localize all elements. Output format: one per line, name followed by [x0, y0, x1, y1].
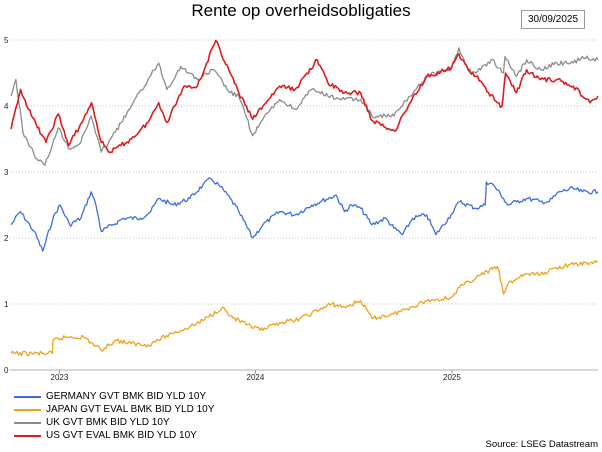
legend-label-uk: UK GVT BMK BID YLD 10Y [46, 417, 170, 428]
y-tick-label: 5 [4, 36, 9, 45]
x-tick-label: 2025 [443, 373, 461, 382]
y-tick-label: 1 [4, 300, 9, 309]
y-tick-label: 2 [4, 234, 9, 243]
x-tick-label: 2024 [247, 373, 265, 382]
y-tick-label: 3 [4, 168, 9, 177]
legend-item-uk: UK GVT BMK BID YLD 10Y [14, 416, 214, 429]
legend-item-japan: JAPAN GVT EVAL BMK BID YLD 10Y [14, 403, 214, 416]
x-tick-labels: 2023 2024 2025 [51, 370, 461, 382]
series-line-germany [10, 177, 599, 252]
legend-swatch-japan [14, 409, 41, 411]
y-tick-label: 0 [4, 366, 9, 375]
legend-label-japan: JAPAN GVT EVAL BMK BID YLD 10Y [46, 404, 215, 415]
y-tick-labels: 0 1 2 3 4 5 [4, 36, 9, 375]
legend-item-us: US GVT EVAL BMK BID YLD 10Y [14, 429, 214, 442]
legend-swatch-uk [14, 422, 41, 424]
legend-item-germany: GERMANY GVT BMK BID YLD 10Y [14, 390, 214, 403]
legend-swatch-germany [14, 396, 41, 398]
source-note: Source: LSEG Datastream [485, 439, 598, 450]
legend: GERMANY GVT BMK BID YLD 10Y JAPAN GVT EV… [14, 390, 214, 442]
series-line-us [10, 39, 599, 154]
series-lines [10, 39, 599, 357]
x-tick-label: 2023 [51, 373, 69, 382]
legend-label-germany: GERMANY GVT BMK BID YLD 10Y [46, 391, 207, 402]
series-line-japan [10, 260, 599, 357]
legend-swatch-us [14, 435, 41, 437]
y-tick-label: 4 [4, 102, 9, 111]
series-line-uk [10, 47, 599, 167]
chart-title: Rente op overheidsobligaties [191, 1, 411, 20]
legend-label-us: US GVT EVAL BMK BID YLD 10Y [46, 430, 197, 441]
date-badge: 30/09/2025 [521, 10, 585, 29]
